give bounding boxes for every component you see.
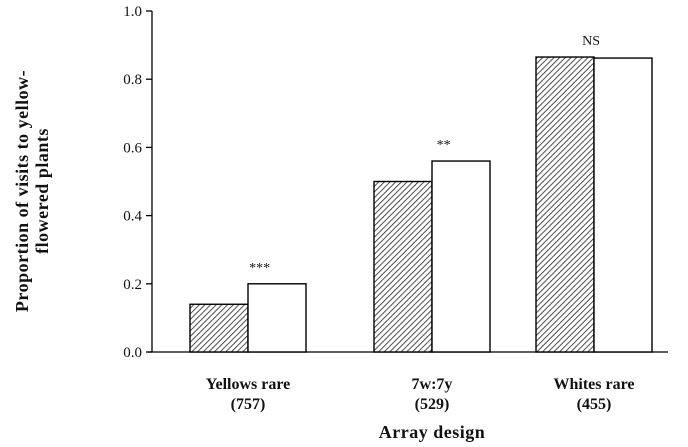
significance-label: *** (249, 261, 270, 276)
y-axis-title-line2: flowered plants (32, 128, 52, 254)
category-label: Yellows rare (206, 376, 291, 393)
y-tick-label: 1.0 (123, 4, 142, 20)
bar-hatched (535, 56, 595, 353)
category-count-label: (757) (231, 396, 266, 413)
bar-hatched (373, 180, 433, 353)
y-tick-label: 0.6 (123, 140, 142, 156)
y-axis-title-line1: Proportion of visits to yellow- (12, 70, 32, 312)
bar-white (431, 160, 491, 353)
category-count-label: (529) (415, 396, 450, 413)
bar-white (247, 283, 307, 353)
y-tick-label: 0.4 (123, 209, 142, 225)
bar-white (593, 57, 653, 353)
category-label: 7w:7y (412, 376, 453, 393)
category-count-label: (455) (577, 396, 612, 413)
y-tick-label: 0.8 (123, 72, 142, 88)
y-tick-label: 0.2 (123, 277, 142, 293)
category-label: Whites rare (553, 376, 634, 393)
x-axis-title: Array design (379, 422, 486, 442)
labels: *** Yellows rare (757) ** 7w:7y (529) NS Whites… (12, 34, 635, 442)
bar-hatched (189, 303, 249, 353)
y-tick-label: 0.0 (123, 345, 142, 361)
significance-label: ** (437, 138, 451, 153)
significance-label: NS (582, 34, 600, 49)
bars (189, 56, 653, 353)
